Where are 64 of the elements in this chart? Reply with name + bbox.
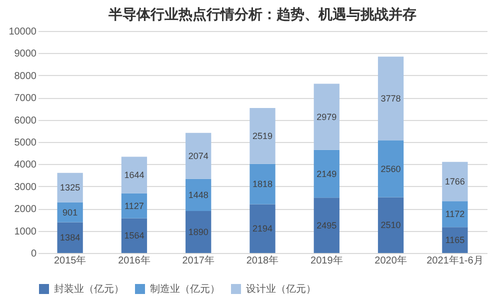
bar: [250, 108, 276, 164]
bar: [378, 56, 404, 140]
x-tick-label: 2017年: [182, 254, 214, 266]
data-label: 1766: [444, 176, 465, 187]
data-label: 1890: [188, 227, 208, 238]
data-label: 2979: [316, 112, 337, 122]
y-tick-label: 7000: [14, 93, 37, 104]
data-label: 2194: [252, 224, 273, 234]
bar: [314, 84, 340, 150]
y-tick-label: 5000: [14, 138, 37, 148]
data-label: 2149: [316, 168, 337, 179]
data-label: 2074: [188, 150, 208, 161]
y-tick-label: 4000: [14, 160, 37, 171]
y-tick-label: 3000: [14, 182, 37, 193]
y-tick-label: 2000: [14, 204, 37, 216]
x-tick-label: 2019年: [310, 254, 343, 266]
y-tick-label: 0: [30, 248, 37, 260]
y-tick-label: 8000: [14, 70, 37, 82]
y-tick-label: 6000: [14, 115, 37, 126]
data-label: 2510: [380, 220, 401, 230]
x-tick-label: 2015年: [54, 254, 86, 266]
data-label: 2560: [380, 164, 401, 174]
data-label: 1325: [60, 182, 80, 193]
bar: [378, 197, 404, 253]
bar: [442, 227, 468, 253]
y-tick-label: 9000: [14, 48, 37, 60]
chart-title: 半导体行业热点行情分析：趋势、机遇与挑战并存: [108, 6, 416, 22]
legend-label: 设计业（亿元）: [246, 283, 316, 295]
data-label: 1644: [124, 170, 144, 180]
x-tick-label: 2018年: [246, 254, 279, 266]
data-label: 1564: [124, 230, 144, 241]
bar: [57, 202, 83, 222]
data-label: 1818: [252, 179, 273, 190]
y-tick-label: 10000: [8, 26, 37, 38]
data-label: 2519: [252, 130, 273, 141]
data-label: 1384: [60, 232, 80, 243]
legend-label: 封装业（亿元）: [54, 283, 124, 295]
bar: [57, 172, 83, 202]
x-tick-label: 2020年: [374, 254, 407, 266]
bar: [186, 132, 212, 179]
bar: [442, 201, 468, 228]
data-label: 1127: [124, 200, 144, 211]
bar: [442, 162, 468, 202]
bar: [314, 150, 340, 198]
bar: [186, 178, 212, 212]
bar: [57, 222, 83, 253]
data-label: 1448: [188, 190, 208, 200]
data-label: 3778: [380, 94, 401, 104]
bar: [121, 218, 148, 253]
bar: [250, 204, 276, 253]
bar: [121, 193, 148, 218]
bar: [250, 164, 276, 204]
bar: [186, 211, 212, 253]
data-label: 1165: [445, 235, 465, 246]
legend-label: 制造业（亿元）: [150, 283, 220, 295]
data-label: 1172: [445, 209, 465, 220]
x-tick-label: 2016年: [118, 254, 150, 266]
bar: [121, 156, 148, 194]
bar: [314, 198, 340, 253]
data-label: 2495: [316, 220, 337, 230]
data-label: 901: [62, 207, 78, 218]
x-tick-label: 2021年1-6月: [426, 254, 484, 266]
y-tick-label: 1000: [14, 226, 37, 238]
bar: [378, 140, 404, 198]
